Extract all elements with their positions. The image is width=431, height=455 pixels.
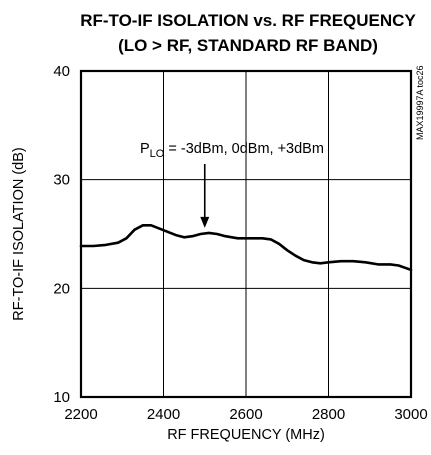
y-tick-label-2: 30: [53, 172, 70, 189]
y-tick-label-3: 40: [53, 63, 70, 80]
x-tick-label-3: 2800: [312, 406, 345, 423]
annotation: PLO = -3dBm, 0dBm, +3dBm: [140, 141, 324, 228]
plot-frame: [79, 69, 413, 399]
x-tick-label-2: 2600: [229, 406, 262, 423]
y-tick-label-0: 10: [53, 389, 70, 406]
chart-title-line1: RF-TO-IF ISOLATION vs. RF FREQUENCY: [80, 11, 416, 30]
annotation-text: PLO = -3dBm, 0dBm, +3dBm: [140, 141, 324, 160]
annotation-rest: = -3dBm, 0dBm, +3dBm: [164, 141, 324, 157]
x-tick-label-4: 3000: [394, 406, 427, 423]
series-group: [79, 224, 413, 272]
y-tick-label-1: 20: [53, 280, 70, 297]
x-axis-label: RF FREQUENCY (MHz): [167, 427, 325, 443]
x-tick-label-1: 2400: [147, 406, 180, 423]
figure-id: MAX19997A toc26: [415, 65, 425, 140]
y-tick-labels: 10 20 30 40: [53, 63, 70, 406]
annotation-arrow-head: [200, 216, 210, 228]
y-axis-label: RF-TO-IF ISOLATION (dB): [11, 147, 27, 320]
annotation-prefix: P: [140, 141, 150, 157]
annotation-subscript: LO: [150, 148, 165, 160]
series-line-0: [79, 224, 413, 272]
chart-title-line2: (LO > RF, STANDARD RF BAND): [118, 36, 378, 55]
x-tick-label-0: 2200: [64, 406, 97, 423]
x-tick-labels: 2200 2400 2600 2800 3000: [64, 406, 427, 423]
